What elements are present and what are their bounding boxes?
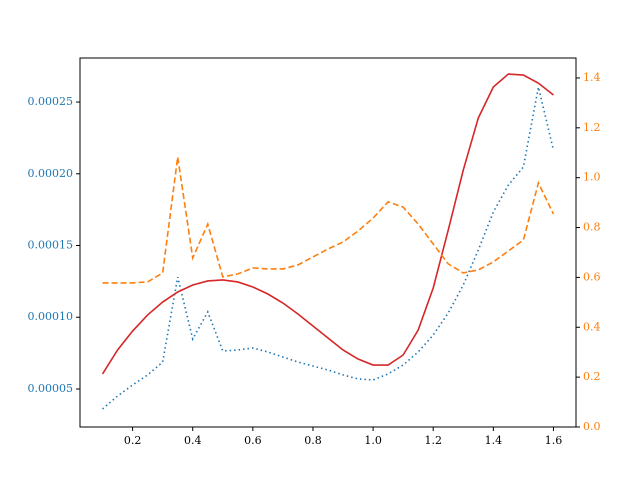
x-tick-label: 0.8	[304, 434, 322, 447]
x-tick-label: 1.4	[485, 434, 503, 447]
y2-tick-label: 0.8	[583, 221, 601, 234]
y2-tick-label: 0.0	[583, 420, 601, 433]
plot-frame	[79, 57, 577, 428]
y2-tick-label: 0.4	[583, 320, 601, 333]
x-tick-label: 0.4	[184, 434, 202, 447]
series-line	[102, 156, 555, 284]
x-tick-label: 0.2	[124, 434, 142, 447]
y-tick-label: 0.00005	[28, 382, 74, 395]
y-tick-label: 0.00015	[28, 239, 74, 252]
x-tick-label: 1.6	[545, 434, 563, 447]
y2-tick-label: 1.4	[583, 71, 601, 84]
y-tick-label: 0.00010	[28, 310, 74, 323]
y-tick-label: 0.00025	[28, 95, 74, 108]
y2-tick-label: 1.2	[583, 121, 601, 134]
series-line	[102, 86, 555, 410]
x-tick-label: 1.2	[424, 434, 442, 447]
y2-tick-label: 0.2	[583, 370, 601, 383]
x-tick-label: 1.0	[364, 434, 382, 447]
y2-tick-label: 0.6	[583, 270, 601, 283]
series-line	[101, 73, 554, 375]
x-tick-label: 0.6	[244, 434, 262, 447]
y-tick-label: 0.00020	[28, 167, 74, 180]
y2-tick-label: 1.0	[583, 171, 601, 184]
